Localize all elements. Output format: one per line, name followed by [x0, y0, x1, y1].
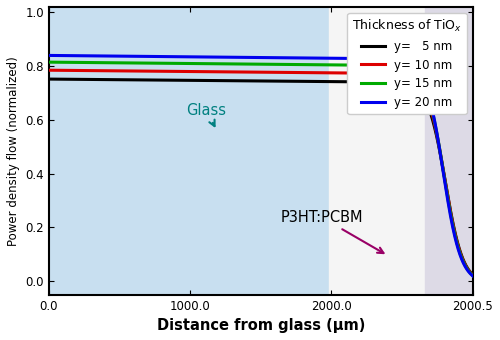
Text: P3HT:PCBM: P3HT:PCBM	[281, 210, 384, 253]
Bar	[329, 7, 424, 295]
Bar	[49, 7, 329, 295]
Y-axis label: Power density flow (normalized): Power density flow (normalized)	[7, 56, 20, 246]
Bar	[424, 7, 472, 295]
Text: Glass: Glass	[186, 103, 226, 126]
Legend: y=   5 nm, y= 10 nm, y= 15 nm, y= 20 nm: y= 5 nm, y= 10 nm, y= 15 nm, y= 20 nm	[347, 13, 467, 114]
X-axis label: Distance from glass (μm): Distance from glass (μm)	[156, 318, 365, 333]
